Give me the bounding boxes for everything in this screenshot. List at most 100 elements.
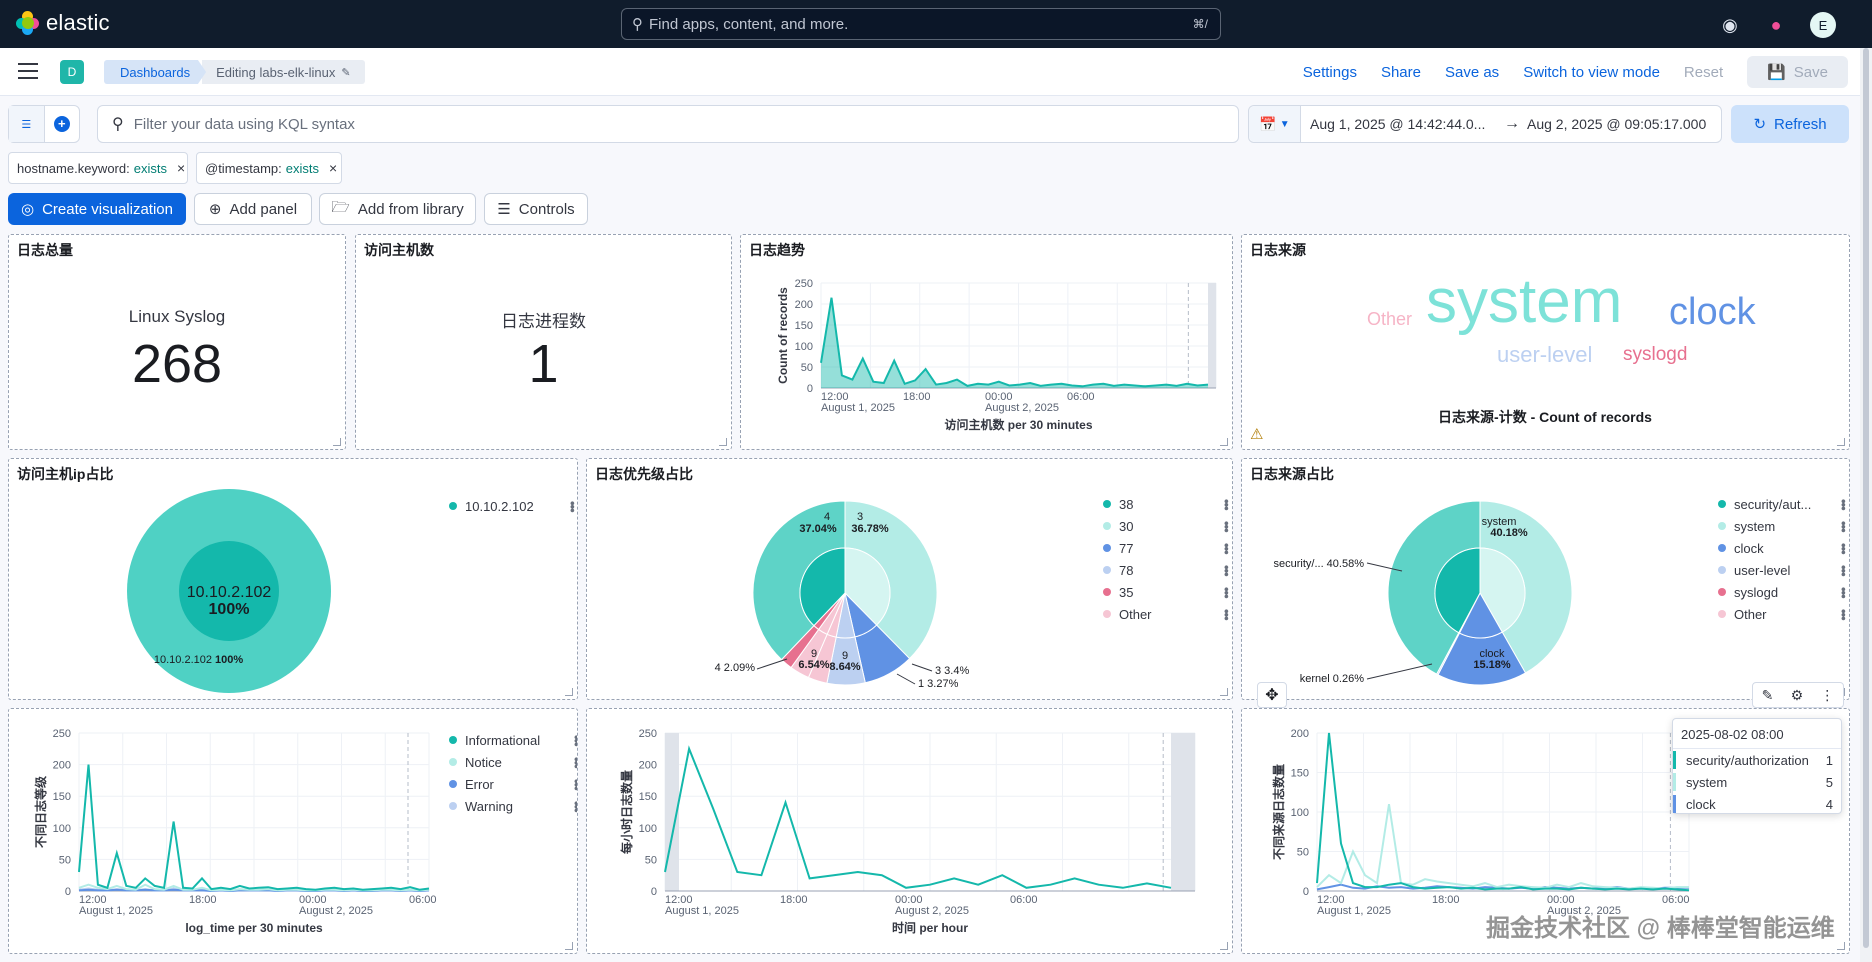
- close-icon[interactable]: ×: [329, 160, 338, 176]
- resize-handle[interactable]: [1837, 942, 1845, 950]
- legend-item[interactable]: Notice •••: [449, 751, 578, 773]
- calendar-quick-menu[interactable]: 📅 ▼: [1249, 106, 1301, 142]
- legend-item[interactable]: 77 •••: [1103, 537, 1233, 559]
- reset-button[interactable]: Reset: [1683, 63, 1724, 81]
- more-icon[interactable]: •••: [565, 500, 578, 512]
- legend-item[interactable]: security/aut... •••: [1718, 493, 1850, 515]
- legend-item[interactable]: clock •••: [1718, 537, 1850, 559]
- view-mode-button[interactable]: Switch to view mode: [1523, 63, 1660, 81]
- host-ip-pie[interactable]: 10.10.2.102 100% 10.10.2.102 100%: [9, 459, 578, 700]
- menu-icon[interactable]: [18, 63, 38, 79]
- more-icon[interactable]: •••: [569, 734, 578, 746]
- add-filter-button[interactable]: +: [45, 106, 80, 142]
- resize-handle[interactable]: [1220, 942, 1228, 950]
- legend-item[interactable]: 30 •••: [1103, 515, 1233, 537]
- warning-icon[interactable]: ⚠: [1250, 426, 1264, 443]
- resize-handle[interactable]: [1220, 688, 1228, 696]
- news-feed-icon[interactable]: ●: [1770, 14, 1782, 35]
- more-icon[interactable]: •••: [1836, 564, 1850, 576]
- resize-handle[interactable]: [1837, 438, 1845, 446]
- user-avatar[interactable]: E: [1810, 12, 1836, 38]
- panel-source-lines[interactable]: 0 50 100 150 200 12:00 18:00 00:00 06:00 August 1…: [1241, 708, 1850, 954]
- legend-item[interactable]: user-level •••: [1718, 559, 1850, 581]
- levels-chart[interactable]: 0 50 100 150 200 250 12:00 18:00 00:00 06:00 Augus…: [9, 709, 578, 954]
- more-icon[interactable]: •••: [1836, 608, 1850, 620]
- filter-pill-hostname[interactable]: hostname.keyword: exists ×: [8, 152, 188, 184]
- pencil-icon[interactable]: ✎: [341, 66, 351, 79]
- space-badge[interactable]: D: [60, 60, 84, 84]
- resize-handle[interactable]: [565, 942, 573, 950]
- panel-hourly[interactable]: 0 50 100 150 200 250 12:00 18:00 00:00 06:00 Augus…: [586, 708, 1233, 954]
- create-visualization-button[interactable]: ◎ Create visualization: [8, 193, 186, 225]
- save-as-button[interactable]: Save as: [1444, 63, 1500, 81]
- legend-item[interactable]: 78 •••: [1103, 559, 1233, 581]
- resize-handle[interactable]: [1220, 438, 1228, 446]
- controls-button[interactable]: ☰ Controls: [484, 193, 588, 225]
- legend-item[interactable]: Error •••: [449, 773, 578, 795]
- legend-item[interactable]: 10.10.2.102 •••: [449, 495, 578, 517]
- panel-host-ip[interactable]: 访问主机ip占比 10.10.2.102 100% 10.10.2.102 10…: [8, 458, 578, 700]
- legend-item[interactable]: 35 •••: [1103, 581, 1233, 603]
- more-icon[interactable]: •••: [1219, 586, 1233, 598]
- save-button[interactable]: 💾 Save: [1747, 56, 1848, 88]
- gear-icon[interactable]: ⚙: [1790, 686, 1804, 703]
- elastic-logo[interactable]: elastic: [16, 10, 110, 36]
- resize-handle[interactable]: [719, 438, 727, 446]
- more-icon[interactable]: •••: [1836, 586, 1850, 598]
- add-from-library-button[interactable]: 🗁 Add from library: [319, 193, 476, 225]
- legend-item[interactable]: Informational •••: [449, 729, 578, 751]
- more-icon[interactable]: •••: [1219, 542, 1233, 554]
- global-search-input[interactable]: ⚲ Find apps, content, and more. ⌘/: [621, 8, 1221, 40]
- panel-host-count[interactable]: 访问主机数 日志进程数 1: [355, 234, 732, 450]
- close-icon[interactable]: ×: [176, 160, 186, 176]
- legend-item[interactable]: Other •••: [1718, 603, 1850, 625]
- more-icon[interactable]: •••: [1219, 520, 1233, 532]
- panel-priority[interactable]: 日志优先级占比 4 37.04% 3 36.78% 9 8.64% 9 6.54% 4 2.09…: [586, 458, 1233, 700]
- more-icon[interactable]: •••: [1219, 608, 1233, 620]
- more-icon[interactable]: •••: [1219, 564, 1233, 576]
- more-icon[interactable]: ⋮: [1820, 686, 1835, 703]
- legend-item[interactable]: system •••: [1718, 515, 1850, 537]
- add-panel-label: Add panel: [229, 200, 298, 218]
- page-scrollbar[interactable]: [1860, 48, 1872, 962]
- more-icon[interactable]: •••: [1219, 498, 1233, 510]
- refresh-button[interactable]: ↻ Refresh: [1731, 105, 1849, 143]
- panel-source-pie[interactable]: 日志来源占比 system 40.18% clock 15.18% security/.…: [1241, 458, 1850, 700]
- filter-menu-button[interactable]: ☰: [9, 106, 45, 142]
- trend-chart[interactable]: 0 50 100 150 200 250 12:00 18:00 00:00 06:00 Augus…: [741, 235, 1233, 450]
- filter-pill-timestamp[interactable]: @timestamp: exists ×: [196, 152, 342, 184]
- add-panel-button[interactable]: ⊕ Add panel: [194, 193, 312, 225]
- resize-handle[interactable]: [333, 438, 341, 446]
- breadcrumb-dashboards[interactable]: Dashboards: [104, 60, 207, 84]
- more-icon[interactable]: •••: [1836, 542, 1850, 554]
- more-icon[interactable]: •••: [569, 756, 578, 768]
- legend-item[interactable]: Warning •••: [449, 795, 578, 817]
- resize-handle[interactable]: [565, 688, 573, 696]
- more-icon[interactable]: •••: [1836, 520, 1850, 532]
- panel-total-logs[interactable]: 日志总量 Linux Syslog 268: [8, 234, 346, 450]
- share-button[interactable]: Share: [1380, 63, 1421, 81]
- panel-log-source-cloud[interactable]: 日志来源 system clock Other user-level syslo…: [1241, 234, 1850, 450]
- panel-log-trend[interactable]: 日志趋势 0 50 100 150 200 250 12:00 18:00 00:00 06:00…: [740, 234, 1233, 450]
- hourly-chart[interactable]: 0 50 100 150 200 250 12:00 18:00 00:00 06:00 Augus…: [587, 709, 1233, 954]
- more-icon[interactable]: •••: [1836, 498, 1850, 510]
- x-tick-label: 12:00: [821, 391, 849, 403]
- panel-log-levels[interactable]: 0 50 100 150 200 250 12:00 18:00 00:00 06:00 Augus…: [8, 708, 578, 954]
- settings-button[interactable]: Settings: [1302, 63, 1357, 81]
- help-icon[interactable]: ◉: [1722, 14, 1738, 35]
- edit-icon[interactable]: ✎: [1761, 686, 1774, 703]
- source-line-chart[interactable]: 0 50 100 150 200 12:00 18:00 00:00 06:00 August 1…: [1242, 709, 1850, 954]
- move-icon[interactable]: ✥: [1257, 682, 1287, 708]
- date-start[interactable]: Aug 1, 2025 @ 14:42:44.0...: [1310, 116, 1486, 132]
- more-icon[interactable]: •••: [569, 800, 578, 812]
- date-end[interactable]: Aug 2, 2025 @ 09:05:17.000: [1527, 116, 1707, 132]
- pie-inner-slice-4: [799, 547, 846, 627]
- legend-item[interactable]: syslogd •••: [1718, 581, 1850, 603]
- priority-pie[interactable]: 437.04%336.78%98.64%96.54%4 2.09% 3 3.4%1…: [587, 459, 1233, 700]
- kql-search-input[interactable]: ⚲ Filter your data using KQL syntax: [97, 105, 1239, 143]
- pie-inner-slice[interactable]: [179, 541, 279, 641]
- more-icon[interactable]: •••: [569, 778, 578, 790]
- legend-item[interactable]: Other •••: [1103, 603, 1233, 625]
- legend-item[interactable]: 38 •••: [1103, 493, 1233, 515]
